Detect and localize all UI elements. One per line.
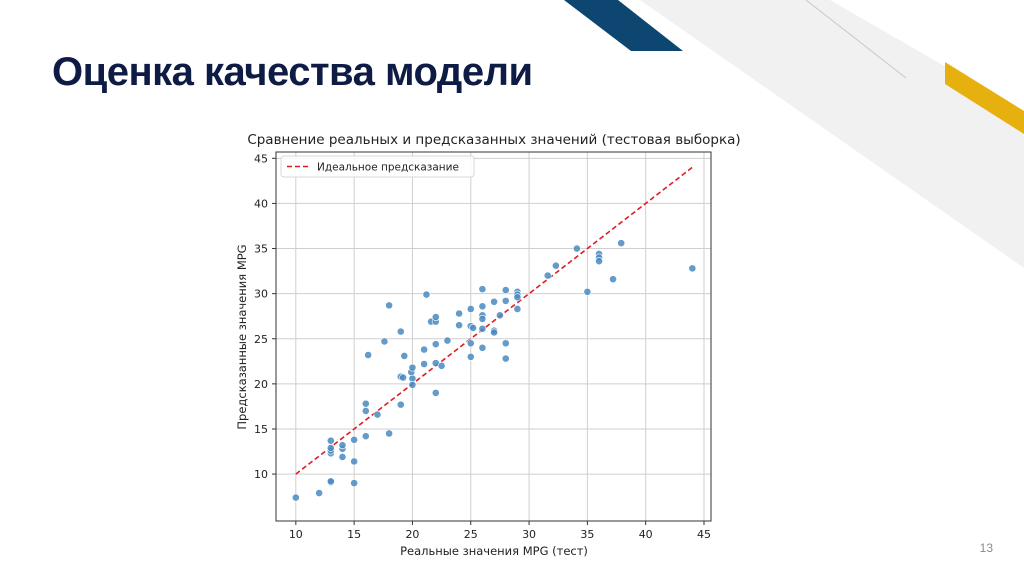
- data-point: [466, 305, 475, 313]
- data-point: [385, 301, 394, 310]
- data-point: [420, 345, 429, 354]
- data-point: [291, 493, 300, 502]
- x-axis-ticks: 10 15 20 25 30 35 40 45: [289, 521, 711, 541]
- data-point: [361, 399, 370, 408]
- data-point: [373, 410, 382, 419]
- data-point: [350, 457, 359, 466]
- data-point: [501, 339, 510, 348]
- data-point: [513, 293, 522, 302]
- x-tick-label: 15: [347, 528, 361, 541]
- x-tick-label: 40: [639, 528, 653, 541]
- data-point: [551, 261, 560, 270]
- data-point: [443, 336, 452, 345]
- data-point: [361, 432, 370, 441]
- data-point: [326, 436, 335, 445]
- legend-label: Идеальное предсказание: [317, 162, 459, 174]
- chart-title: Сравнение реальных и предсказанных значе…: [247, 132, 740, 148]
- plot-frame: [275, 151, 712, 522]
- y-tick-label: 35: [254, 243, 268, 256]
- y-tick-label: 40: [254, 197, 268, 210]
- data-point: [396, 400, 405, 409]
- data-point: [617, 239, 626, 248]
- data-point: [478, 285, 487, 294]
- x-tick-label: 25: [464, 528, 478, 541]
- ideal-prediction-line: [295, 166, 693, 475]
- data-point: [326, 444, 335, 452]
- x-tick-label: 30: [522, 528, 536, 541]
- data-point: [513, 305, 522, 313]
- y-tick-label: 15: [254, 423, 268, 436]
- data-point: [431, 340, 440, 349]
- data-point: [466, 352, 475, 361]
- slide-title: Оценка качества модели: [52, 50, 533, 94]
- data-point: [315, 489, 324, 497]
- data-point: [350, 479, 359, 488]
- data-point: [466, 339, 475, 348]
- x-tick-label: 20: [405, 528, 419, 541]
- data-point: [408, 380, 417, 389]
- data-point: [326, 477, 335, 486]
- data-point: [399, 373, 408, 382]
- y-tick-label: 30: [254, 288, 268, 301]
- y-tick-label: 25: [254, 333, 268, 346]
- data-point: [490, 297, 498, 306]
- data-point: [609, 275, 617, 284]
- data-point: [380, 337, 389, 346]
- x-tick-label: 10: [289, 528, 303, 541]
- data-point: [490, 328, 498, 337]
- data-point: [583, 287, 592, 296]
- data-point: [688, 264, 697, 273]
- data-point: [338, 441, 347, 450]
- data-point: [431, 388, 440, 397]
- y-axis-ticks: 10 15 20 25 30 35 40 45: [254, 152, 276, 481]
- legend-box: [280, 155, 475, 178]
- page-number: 13: [979, 541, 993, 555]
- data-point: [572, 244, 581, 253]
- data-point: [364, 351, 373, 359]
- data-point: [478, 343, 487, 352]
- data-point: [350, 435, 359, 444]
- data-point: [496, 311, 504, 320]
- data-point: [595, 257, 603, 266]
- x-tick-label: 35: [580, 528, 594, 541]
- data-point: [455, 321, 463, 330]
- legend: Идеальное предсказание: [280, 155, 475, 178]
- data-point: [396, 327, 405, 336]
- data-point: [469, 324, 477, 332]
- data-point: [478, 324, 487, 333]
- data-point: [422, 290, 431, 299]
- x-tick-label: 45: [697, 528, 711, 541]
- data-point: [543, 271, 552, 280]
- y-tick-label: 20: [254, 378, 268, 391]
- y-tick-label: 45: [254, 152, 268, 165]
- data-point: [361, 407, 370, 415]
- data-point: [501, 296, 510, 305]
- data-point: [478, 302, 487, 311]
- data-point: [455, 309, 463, 318]
- data-point: [501, 354, 510, 363]
- data-point: [437, 361, 446, 370]
- data-point: [431, 313, 440, 322]
- grid-lines: [276, 152, 711, 521]
- data-point: [385, 429, 394, 438]
- x-axis-label: Реальные значения MPG (тест): [400, 544, 588, 558]
- data-point: [478, 315, 487, 323]
- data-point: [501, 286, 510, 294]
- data-point: [408, 363, 417, 372]
- y-tick-label: 10: [254, 468, 268, 481]
- y-axis-label: Предсказанные значения MPG: [235, 244, 249, 429]
- data-points: [291, 239, 697, 502]
- data-point: [420, 360, 429, 368]
- data-point: [338, 453, 347, 461]
- data-point: [400, 351, 409, 360]
- ideal-line: [295, 166, 693, 475]
